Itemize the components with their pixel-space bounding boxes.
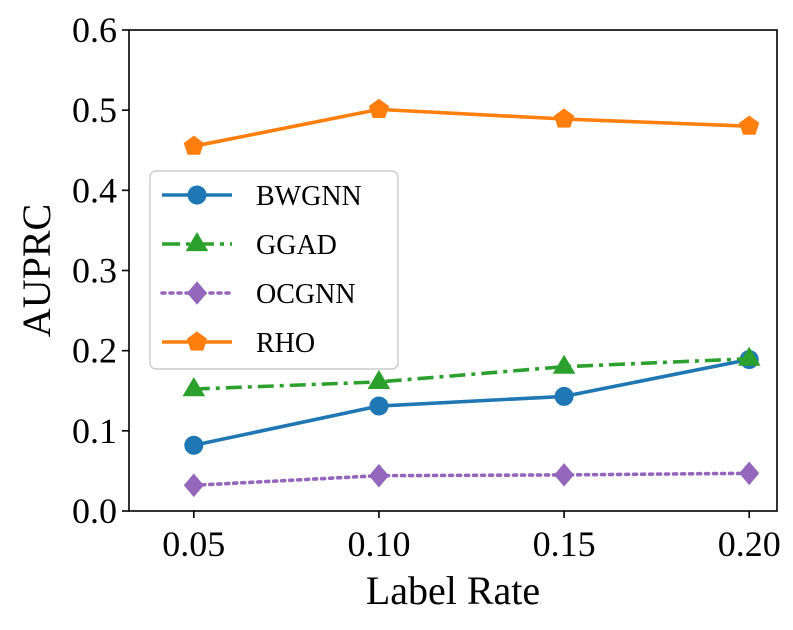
x-tick-label: 0.05 — [162, 524, 225, 564]
series-layer — [182, 98, 761, 498]
series-line — [193, 107, 750, 148]
legend-marker — [185, 232, 209, 252]
data-point — [183, 135, 204, 155]
x-tick-label: 0.15 — [533, 524, 596, 564]
data-point — [368, 98, 390, 118]
legend-box — [149, 170, 399, 370]
series-line — [193, 357, 750, 448]
legend-item-rho: RHO — [162, 328, 315, 359]
legend: BWGNN GGAD OCGNN RHO — [149, 170, 399, 370]
x-tick-label: 0.10 — [347, 524, 410, 564]
legend-label: GGAD — [256, 230, 337, 261]
y-tick-label: 0.4 — [72, 170, 117, 210]
legend-marker — [186, 331, 208, 351]
x-tick-label: 0.20 — [718, 524, 781, 564]
legend-label: BWGNN — [256, 181, 362, 212]
legend-marker — [187, 281, 207, 305]
series-line — [193, 356, 750, 391]
data-point — [182, 377, 206, 397]
legend-marker — [187, 185, 207, 205]
series-ocgnn — [183, 461, 760, 498]
legend-label: OCGNN — [256, 279, 356, 310]
legend-item-ocgnn: OCGNN — [160, 279, 356, 310]
y-tick-label: 0.3 — [72, 251, 117, 291]
y-axis-label: AUPRC — [14, 204, 59, 337]
y-tick-label: 0.0 — [72, 491, 117, 531]
y-tick-label: 0.1 — [72, 411, 117, 451]
data-point — [183, 473, 204, 498]
data-point — [184, 435, 204, 455]
data-point — [369, 396, 389, 416]
data-point — [739, 461, 760, 486]
data-point — [554, 386, 574, 406]
data-point — [367, 369, 391, 389]
series-rho — [183, 98, 760, 155]
y-tick-label: 0.2 — [72, 331, 117, 371]
data-point — [552, 354, 576, 374]
data-point — [554, 463, 575, 487]
x-axis-label: Label Rate — [366, 568, 540, 613]
legend-item-bwgnn: BWGNN — [162, 181, 362, 212]
axes-layer: 0.0 0.1 0.2 0.3 0.4 0.5 0.6 0.05 0.10 0.15 0.20 — [72, 10, 781, 564]
series-ggad — [182, 346, 761, 397]
legend-item-ggad: GGAD — [162, 230, 337, 261]
data-point — [739, 115, 760, 135]
data-point — [368, 463, 389, 488]
series-line — [192, 471, 751, 488]
data-point — [554, 108, 575, 128]
legend-label: RHO — [256, 328, 315, 359]
y-tick-label: 0.5 — [72, 90, 117, 130]
data-point — [737, 346, 761, 366]
y-tick-label: 0.6 — [72, 10, 117, 50]
